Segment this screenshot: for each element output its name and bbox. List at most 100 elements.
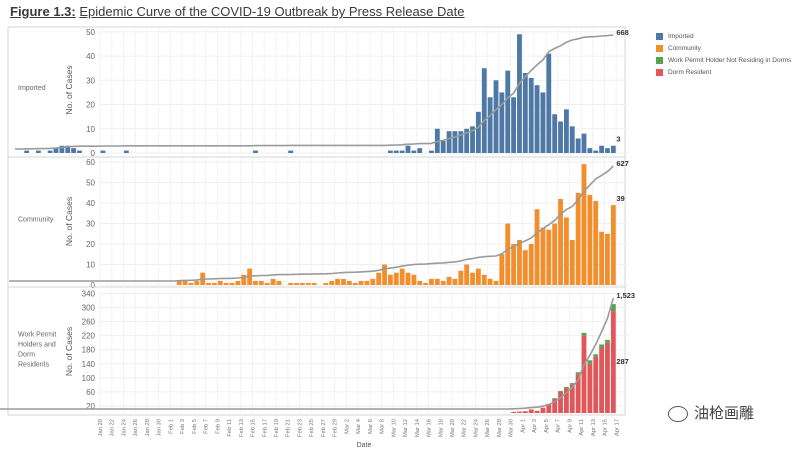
bar [253,150,258,153]
y-tick-label: 260 [82,318,96,327]
bar [505,223,511,285]
bar [470,272,475,285]
y-tick-label: 140 [82,360,96,369]
bar [552,398,558,400]
bar [464,128,470,153]
y-tick-label: 40 [86,52,95,61]
legend: Imported Community Work Permit Holder Not … [656,30,791,78]
panel-frame [7,286,626,416]
last-value-label: 3 [616,135,620,144]
cumulative-label: 1,523 [616,291,635,300]
x-tick-label: Mar 20 [450,419,456,437]
bar [505,70,511,153]
x-tick-label: Mar 30 [509,419,515,437]
x-tick-label: Feb 11 [227,419,233,437]
bar [587,194,593,285]
bar [475,268,481,285]
bar [528,77,534,153]
y-tick-label: 180 [82,346,96,355]
legend-label: Community [668,44,701,52]
bar [311,282,317,285]
y-tick-label: 40 [86,199,95,208]
bar [569,126,575,153]
cumulative-line [9,165,614,282]
panel-name-line: Residents [18,362,50,369]
bar [35,150,41,153]
wechat-logo-icon [668,406,688,423]
bar [341,278,346,285]
figure-label: Figure 1.3: [10,4,76,19]
bar [123,150,129,153]
bar [382,264,387,285]
x-tick-label: Mar 12 [403,419,409,437]
bar [258,280,264,285]
bar [528,409,534,413]
panel-2: 20 60 100 140 180 220 260 300 340 No. of Cases Wor… [0,286,635,416]
legend-swatch [656,32,663,40]
bar [370,278,376,285]
x-tick-label: Mar 4 [356,418,362,434]
y-tick-label: 220 [82,332,96,341]
x-tick-label: Mar 10 [391,419,397,437]
panel-name: Work Permit Holders and Dorm Residents [18,332,56,369]
bar [593,354,599,357]
figure-title-text: Epidemic Curve of the COVID-19 Outbreak … [79,4,465,19]
bar [194,280,200,285]
last-value-label: 287 [616,357,629,366]
bar [587,363,593,413]
bar [599,145,605,153]
x-tick-label: Mar 14 [415,418,421,437]
bar [610,311,616,413]
bar [499,254,505,285]
bar [563,386,569,389]
bar [53,148,59,153]
bar [323,282,329,285]
bar [599,347,605,413]
bar [552,114,558,153]
bar [528,244,534,285]
y-tick-label: 60 [86,158,95,167]
legend-label: Work Permit Holder Not Residing in Dorms [668,56,792,64]
bar [587,360,593,364]
panel-name-line: Holders and [18,342,56,349]
bar [358,280,364,285]
bar [610,145,616,153]
bar [517,239,522,285]
bar [552,223,558,285]
cumulative-label: 627 [616,159,629,168]
bar [387,274,393,285]
bar [605,233,610,285]
panel-name-line: Work Permit [18,332,56,339]
bar [599,344,605,348]
bar [569,384,575,413]
legend-item: Imported [656,30,791,42]
cumulative-label: 668 [616,28,629,37]
bar [446,276,452,285]
y-tick-label: 60 [86,388,95,397]
cumulative-line [14,34,614,150]
y-tick-label: 300 [82,304,96,313]
bar [176,280,182,285]
y-tick-label: 20 [86,101,95,110]
bar [393,150,399,153]
x-tick-label: Jan 28 [145,419,151,436]
bar [65,145,71,153]
bar [540,227,546,285]
x-tick-label: Feb 29 [333,419,339,437]
y-tick-label: 0 [91,149,96,158]
bar [264,282,270,285]
bar [558,390,563,392]
x-tick-label: Feb 7 [204,419,210,434]
bar [235,280,241,285]
bar [411,150,417,153]
bar [288,282,294,285]
x-tick-label: Feb 17 [262,419,268,437]
bar [393,272,399,285]
bar [487,97,493,153]
x-tick-label: Feb 5 [192,419,198,434]
bar [440,280,446,285]
x-tick-label: Mar 2 [344,419,350,434]
bar [605,148,610,153]
bar [517,34,522,154]
